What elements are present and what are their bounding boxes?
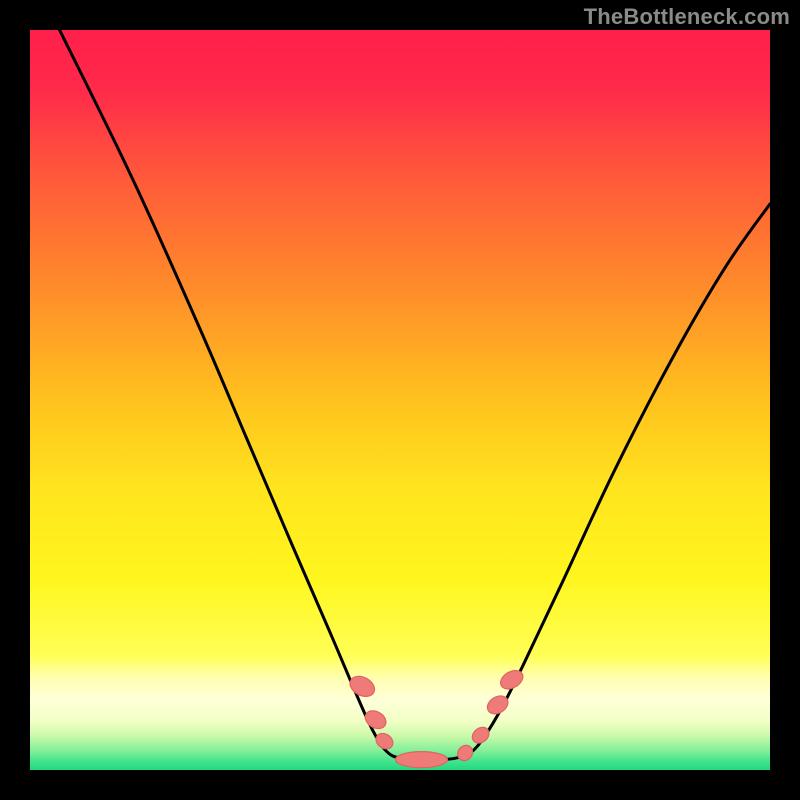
highlight-marker	[395, 752, 447, 768]
chart-wrapper: TheBottleneck.com	[0, 0, 800, 800]
bottleneck-chart	[0, 0, 800, 800]
attribution-label: TheBottleneck.com	[584, 4, 790, 30]
plot-background	[30, 30, 770, 770]
